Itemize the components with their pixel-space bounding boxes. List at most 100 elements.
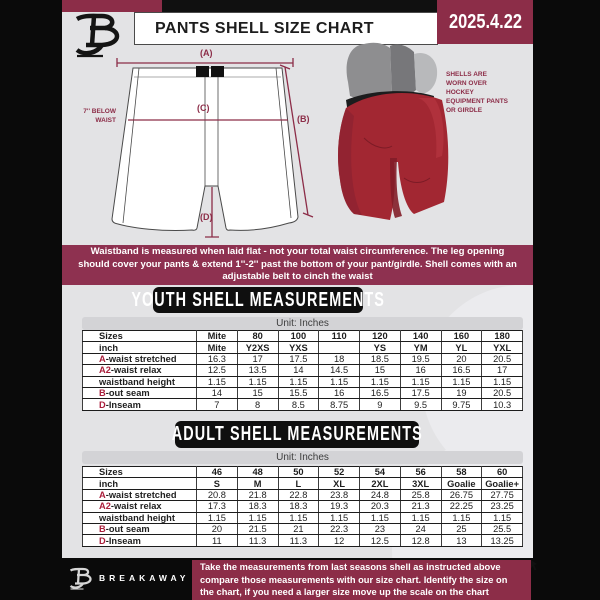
- table-cell: 12.8: [399, 534, 442, 547]
- measure-label-d: (D): [200, 212, 213, 222]
- table-cell: 16.3: [196, 352, 238, 366]
- table-cell: 1.15: [359, 511, 401, 524]
- table-cell: 20: [196, 522, 238, 536]
- table-cell: 15: [236, 386, 279, 400]
- table-cell: 3XL: [399, 477, 442, 490]
- table-cell: 21.5: [236, 522, 279, 536]
- table-cell: 9: [359, 398, 401, 411]
- info-banner-text: Waistband is measured when laid flat - n…: [78, 246, 517, 283]
- row-label: D-Inseam: [82, 534, 197, 547]
- table-cell: 19.3: [318, 500, 360, 513]
- table-cell: 13.25: [481, 534, 523, 547]
- table-cell: 19.5: [399, 352, 442, 366]
- measure-label-c: (C): [197, 103, 210, 113]
- table-cell: 9.5: [399, 398, 442, 411]
- measure-label-b: (B): [297, 114, 310, 124]
- row-label: inch: [82, 477, 197, 490]
- table-cell: 8.5: [277, 398, 320, 411]
- table-cell: S: [196, 477, 238, 490]
- table-cell: 17.5: [399, 386, 442, 400]
- table-cell: 21.3: [399, 500, 442, 513]
- table-row: D-Inseam 7 8 8.5 8.75 9 9.5 9.75 10.3: [82, 398, 523, 411]
- measure-label-a: (A): [200, 48, 213, 58]
- table-cell: XL: [318, 477, 360, 490]
- row-label: inch: [82, 341, 197, 354]
- adult-unit-bar: Unit: Inches: [82, 451, 523, 464]
- footer-note-text: Take the measurements from last seasons …: [200, 562, 508, 598]
- date-text: 2025.4.22: [448, 10, 522, 33]
- table-cell: L: [277, 477, 320, 490]
- table-cell: Goalie: [440, 477, 483, 490]
- table-cell: 1.15: [236, 375, 279, 388]
- table-cell: 17: [236, 352, 279, 366]
- table-cell: Mite: [196, 341, 238, 354]
- table-cell: 120: [359, 329, 401, 343]
- row-label: waistband height: [82, 511, 197, 524]
- table-cell: Mite: [196, 329, 238, 343]
- table-cell: 1.15: [236, 511, 279, 524]
- table-cell: 18.3: [277, 500, 320, 513]
- top-black-strip: [162, 0, 440, 12]
- youth-section-header: YOUTH SHELL MEASUREMENTS: [131, 287, 384, 313]
- table-cell: 13: [440, 534, 483, 547]
- table-row: Sizes 46 48 50 52 54 56 58 60: [82, 465, 523, 479]
- table-cell: 48: [236, 465, 279, 479]
- table-cell: 27.75: [481, 488, 523, 502]
- table-cell: M: [236, 477, 279, 490]
- table-cell: 23.25: [481, 500, 523, 513]
- table-cell: 100: [277, 329, 320, 343]
- table-row: B-out seam 14 15 15.5 16 16.5 17.5 19 20.5: [82, 386, 523, 400]
- table-cell: 16: [318, 386, 360, 400]
- table-cell: 7: [196, 398, 238, 411]
- date-badge: 2025.4.22: [437, 0, 533, 44]
- table-cell: 11: [196, 534, 238, 547]
- table-cell: 24.8: [359, 488, 401, 502]
- table-cell: 46: [196, 465, 238, 479]
- table-cell: 16.5: [440, 364, 483, 377]
- table-row: waistband height 1.15 1.15 1.15 1.15 1.15 1.15…: [82, 511, 523, 524]
- row-label: waistband height: [82, 375, 197, 388]
- table-cell: 20.5: [481, 386, 523, 400]
- table-cell: 20.3: [359, 500, 401, 513]
- table-cell: 8: [236, 398, 279, 411]
- table-cell: 110: [318, 329, 360, 343]
- row-label: A2-waist relax: [82, 364, 197, 377]
- table-cell: 24: [399, 522, 442, 536]
- table-cell: 2XL: [359, 477, 401, 490]
- row-label: B-out seam: [82, 386, 197, 400]
- table-cell: 15.5: [277, 386, 320, 400]
- table-row: inch S M L XL 2XL 3XL Goalie Goalie+: [82, 477, 523, 490]
- table-cell: 1.15: [481, 511, 523, 524]
- table-row: Sizes Mite 80 100 110 120 140 160 180: [82, 329, 523, 343]
- table-cell: 1.15: [277, 511, 320, 524]
- table-cell: 11.3: [236, 534, 279, 547]
- footer-note-box: Take the measurements from last seasons …: [192, 560, 531, 600]
- table-row: A-waist stretched 16.3 17 17.5 18 18.5 19.5 20 2…: [82, 352, 523, 366]
- table-cell: 15: [359, 364, 401, 377]
- table-cell: 21.8: [236, 488, 279, 502]
- table-cell: 25.8: [399, 488, 442, 502]
- table-cell: 1.15: [440, 511, 483, 524]
- table-cell: 54: [359, 465, 401, 479]
- table-cell: 1.15: [440, 375, 483, 388]
- table-cell: 52: [318, 465, 360, 479]
- table-cell: 14: [277, 364, 320, 377]
- table-cell: 17: [481, 364, 523, 377]
- table-cell: 80: [236, 329, 279, 343]
- table-cell: 1.15: [318, 511, 360, 524]
- table-cell: 1.15: [399, 375, 442, 388]
- row-label: A-waist stretched: [82, 488, 197, 502]
- table-cell: 140: [399, 329, 442, 343]
- table-cell: 1.15: [196, 511, 238, 524]
- table-cell: Y2XS: [236, 341, 279, 354]
- table-cell: 23.8: [318, 488, 360, 502]
- table-cell: YXS: [277, 341, 320, 354]
- table-row: B-out seam 20 21.5 21 22.3 23 24 25 25.5: [82, 522, 523, 536]
- row-label: D-Inseam: [82, 398, 197, 411]
- table-cell: 60: [481, 465, 523, 479]
- table-cell: 20.8: [196, 488, 238, 502]
- page-title-box: PANTS SHELL SIZE CHART: [134, 12, 438, 45]
- table-cell: 16.5: [359, 386, 401, 400]
- table-cell: YM: [399, 341, 442, 354]
